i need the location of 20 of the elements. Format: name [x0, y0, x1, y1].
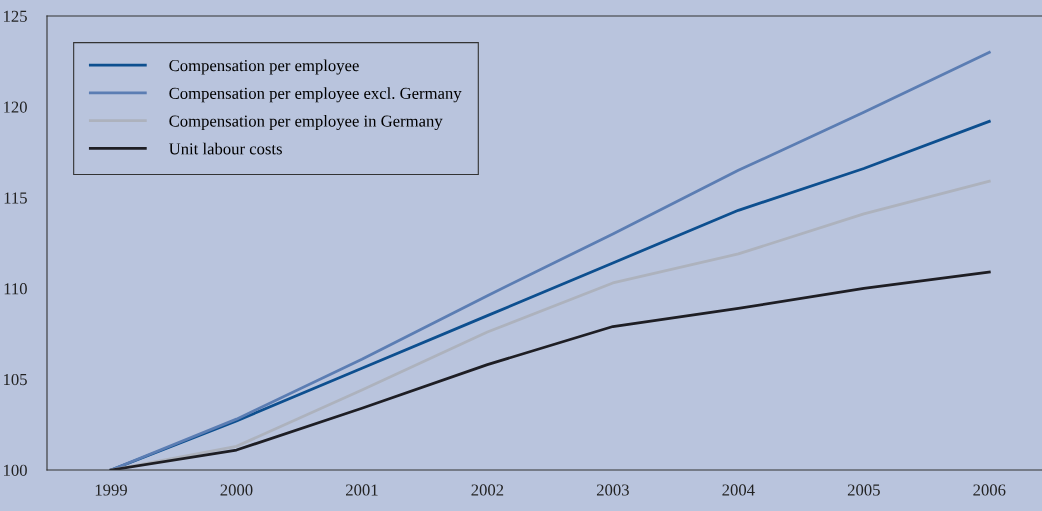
- y-tick-label: 100: [4, 464, 27, 476]
- x-tick-label: 1999: [95, 484, 127, 496]
- x-tick-label: 2006: [973, 484, 1006, 496]
- x-tick-label: 2005: [847, 484, 880, 496]
- y-tick-label: 115: [4, 192, 27, 204]
- legend-label: Unit labour costs: [169, 142, 282, 155]
- y-tick-label: 120: [4, 101, 27, 113]
- y-tick-label: 105: [4, 373, 27, 386]
- legend-label: Compensation per employee: [169, 59, 359, 75]
- legend-label: Compensation per employee in Germany: [169, 114, 443, 131]
- line-series: [109, 179, 991, 470]
- x-tick-label: 2002: [471, 484, 504, 496]
- x-tick-label: 2001: [346, 484, 378, 496]
- y-tick-label: 110: [4, 283, 27, 295]
- x-tick-label: 2000: [220, 484, 253, 496]
- x-tick-label: 2004: [722, 484, 755, 496]
- y-tick-label: 125: [4, 10, 27, 22]
- legend-label: Compensation per employee excl. Germany: [169, 87, 462, 103]
- line-series: [109, 270, 991, 470]
- x-tick-label: 2003: [596, 484, 629, 496]
